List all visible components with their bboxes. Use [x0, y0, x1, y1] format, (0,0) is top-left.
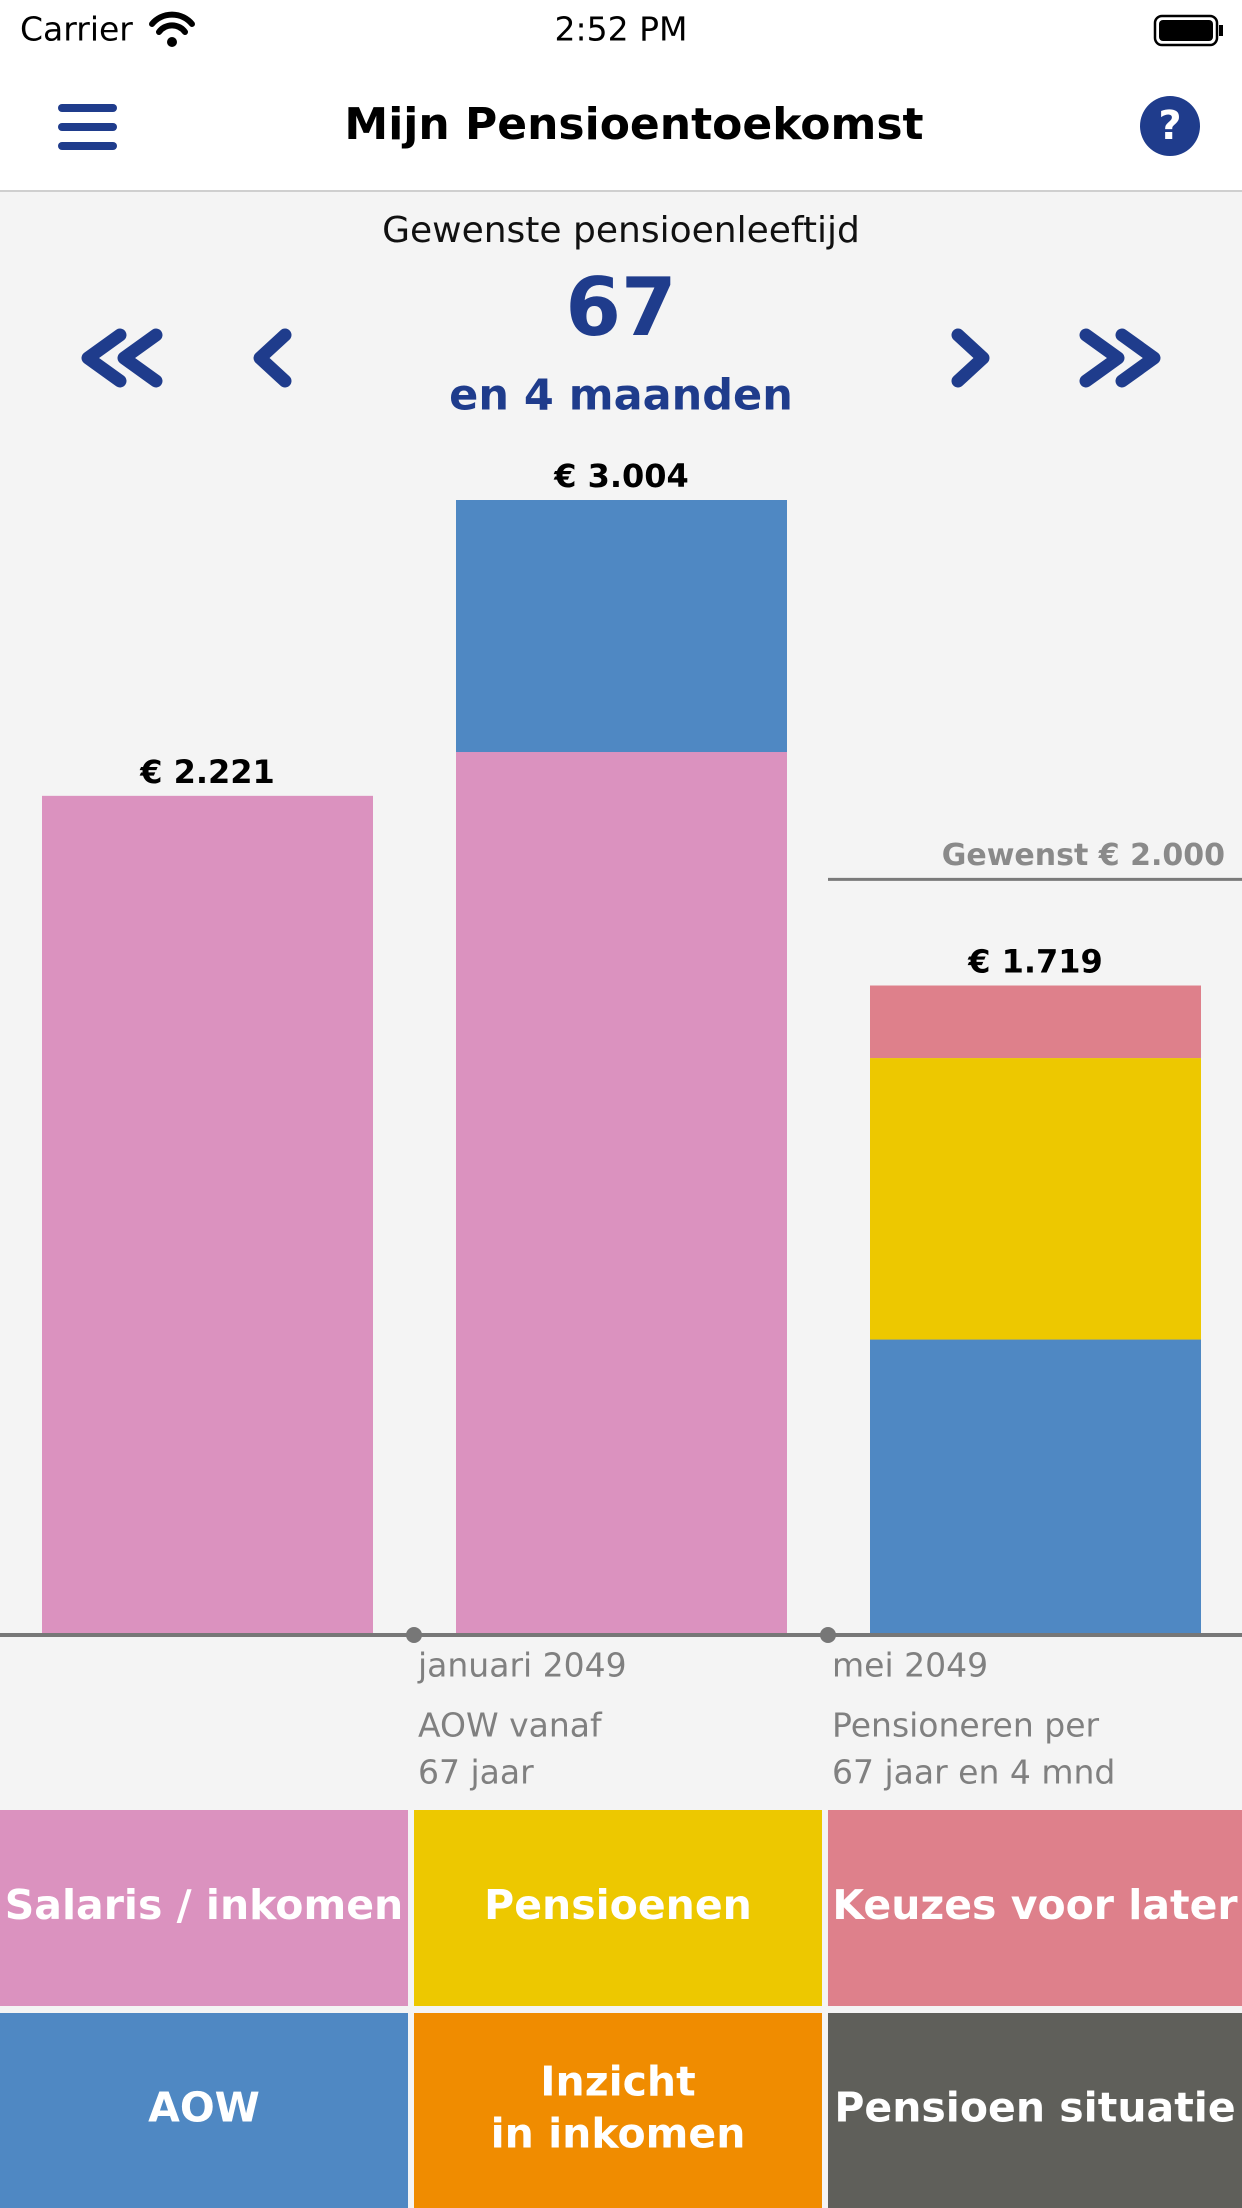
battery-level — [1159, 20, 1213, 41]
tiles: Salaris / inkomen Pensioenen Keuzes voor l… — [0, 1810, 1242, 2208]
x-tick-label: mei 2049 — [832, 1646, 988, 1685]
page-title: Mijn Pensioentoekomst — [344, 99, 923, 150]
age-years: 67 — [565, 261, 676, 354]
first-button[interactable] — [81, 328, 163, 388]
tile-label: AOW — [148, 2084, 260, 2132]
total-label: € 3.004 — [553, 457, 689, 495]
total-label: € 2.221 — [139, 753, 275, 791]
tile-label: Pensioenen — [484, 1881, 752, 1929]
bar-segment — [456, 752, 787, 1635]
bar-segment — [456, 500, 787, 753]
previous-button[interactable] — [253, 328, 292, 388]
tile-bg — [828, 1810, 1242, 2006]
total-label: € 1.719 — [967, 943, 1103, 981]
last-button[interactable] — [1079, 328, 1161, 388]
battery-cap — [1219, 25, 1223, 36]
tile-bg — [414, 2013, 822, 2208]
menu-bar — [58, 142, 117, 150]
help-icon: ? — [1158, 103, 1181, 149]
tile-label: Pensioen situatie — [834, 2084, 1235, 2132]
tile-bg — [828, 2013, 1242, 2208]
tile-label: Salaris / inkomen — [5, 1881, 403, 1929]
age-months: en 4 maanden — [449, 371, 793, 421]
carrier: Carrier — [20, 10, 133, 49]
tile-label: Keuzes voor later — [832, 1881, 1238, 1929]
x-note: Pensioneren per — [832, 1706, 1100, 1745]
chart: € 2.221 € 3.004 € 1.719 Gewenst € 2.000 janu… — [0, 457, 1242, 1792]
time-marker — [820, 1627, 836, 1643]
next-button[interactable] — [951, 328, 990, 388]
age-label: Gewenste pensioenleeftijd — [382, 210, 860, 251]
x-note: AOW vanaf — [418, 1706, 603, 1745]
tile-bg — [0, 1810, 408, 2006]
clock: 2:52 PM — [555, 10, 688, 49]
bar-segment — [870, 1058, 1201, 1340]
x-tick-label: januari 2049 — [417, 1646, 627, 1685]
wifi-icon — [149, 11, 195, 35]
tile-button[interactable]: Pensioen situatie — [828, 2013, 1242, 2208]
battery — [1153, 14, 1219, 47]
bar-segment — [870, 1339, 1201, 1635]
menu-bar — [58, 104, 117, 112]
bar-segment — [870, 985, 1201, 1059]
tile-bg — [414, 1810, 822, 2006]
tile-label: in inkomen — [491, 2110, 746, 2158]
help-circle — [1140, 96, 1200, 156]
header-bg — [0, 0, 1242, 191]
tile-button[interactable]: Salaris / inkomen — [0, 1810, 408, 2006]
tile-label: Inzicht — [540, 2058, 695, 2106]
help-button[interactable]: ? — [1140, 96, 1200, 156]
menu-bar — [58, 123, 117, 131]
bar-segment — [42, 795, 373, 1635]
time-marker — [406, 1627, 422, 1643]
x-note: 67 jaar — [418, 1753, 534, 1792]
tile-bg — [0, 2013, 408, 2208]
tile-button[interactable]: Pensioenen — [414, 1810, 822, 2006]
wifi-dot — [167, 37, 177, 47]
tile-button[interactable]: Keuzes voor later — [828, 1810, 1242, 2006]
menu-button[interactable] — [58, 104, 117, 150]
x-note: 67 jaar en 4 mnd — [832, 1753, 1115, 1792]
target-label: Gewenst € 2.000 — [942, 838, 1225, 873]
tile-button[interactable]: AOW — [0, 2013, 408, 2208]
